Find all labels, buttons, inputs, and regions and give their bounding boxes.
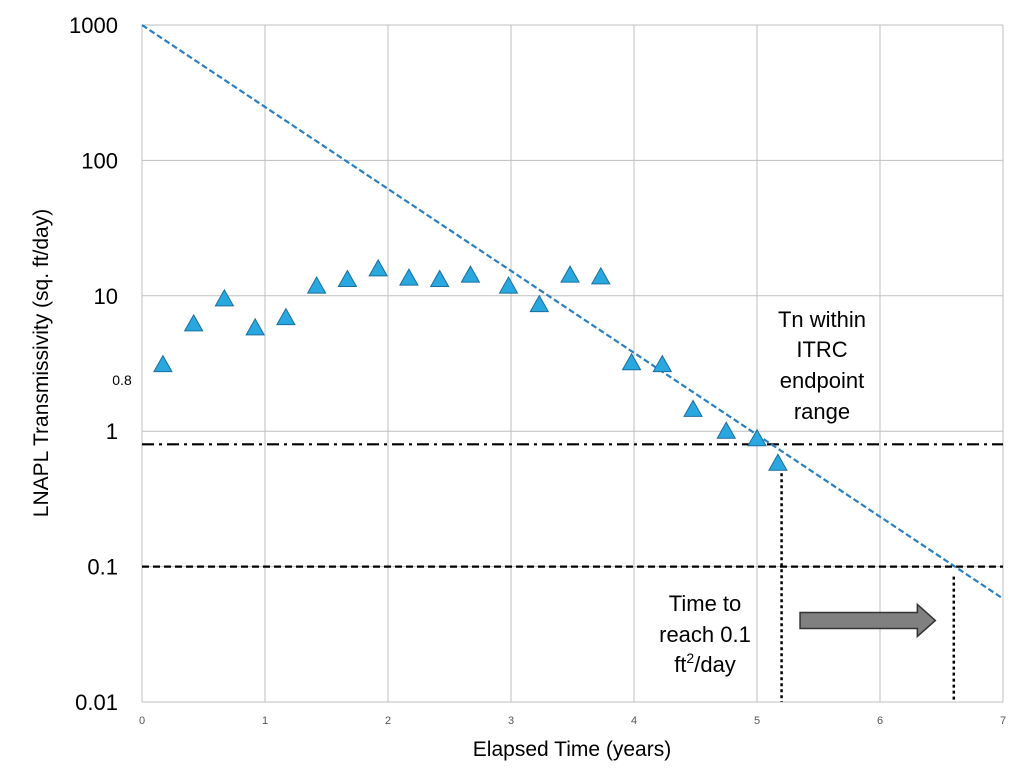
- endpoint-line-1: Tn within: [778, 307, 866, 332]
- y-tick-label-0: 1000: [69, 13, 118, 38]
- data-point-9: [429, 269, 450, 287]
- x-tick-label-6: 6: [877, 715, 883, 727]
- time-line-2: reach 0.1: [659, 622, 751, 647]
- y-axis-title: LNAPL Transmissivity (sq. ft/day): [30, 209, 53, 517]
- data-point-17: [683, 399, 703, 417]
- y-tick-label-2: 10: [94, 284, 118, 309]
- data-point-18: [716, 421, 737, 439]
- time-annotation: Time to reach 0.1 ft2/day: [659, 591, 751, 677]
- data-point-15: [621, 352, 642, 371]
- y-tick-label-4: 0.1: [87, 555, 118, 580]
- data-point-12: [529, 294, 550, 313]
- time-unit-ft: ft: [674, 652, 686, 677]
- x-tick-label-3: 3: [508, 715, 514, 727]
- time-arrow: [799, 602, 937, 639]
- data-point-20: [768, 453, 788, 471]
- data-point-8: [399, 268, 419, 286]
- x-axis-title: Elapsed Time (years): [473, 738, 671, 761]
- data-point-4: [276, 307, 296, 326]
- x-tick-label-5: 5: [754, 715, 760, 727]
- data-point-5: [306, 276, 327, 294]
- x-tick-labels: 0 1 2 3 4 5 6 7: [139, 715, 1006, 727]
- x-tick-label-2: 2: [385, 715, 391, 727]
- left-annotation-0-8: 0.8: [112, 372, 132, 388]
- endpoint-annotation: Tn within ITRC endpoint range: [778, 307, 866, 424]
- data-point-14: [590, 266, 611, 285]
- data-point-11: [498, 276, 519, 294]
- x-tick-label-1: 1: [262, 715, 268, 727]
- endpoint-line-4: range: [794, 399, 850, 424]
- time-unit-day: /day: [694, 652, 736, 677]
- data-point-7: [368, 258, 389, 277]
- y-tick-label-1: 100: [81, 148, 118, 173]
- endpoint-line-3: endpoint: [780, 368, 864, 393]
- data-point-16: [652, 354, 673, 373]
- time-line-1: Time to: [669, 591, 742, 616]
- data-point-19: [747, 428, 767, 447]
- y-tick-label-3: 1: [106, 419, 118, 444]
- x-tick-label-4: 4: [631, 715, 637, 727]
- x-tick-label-7: 7: [1000, 715, 1006, 727]
- data-point-10: [460, 265, 481, 283]
- data-point-2: [214, 288, 235, 307]
- y-tick-label-5: 0.01: [75, 690, 118, 715]
- reference-lines: [142, 443, 1003, 702]
- endpoint-line-2: ITRC: [796, 337, 847, 362]
- data-point-3: [245, 317, 266, 336]
- arrow-group: [799, 602, 937, 639]
- trendline-group: [141, 24, 1004, 600]
- data-point-1: [183, 313, 204, 332]
- plot-area: [142, 25, 1003, 702]
- time-line-3: ft2/day: [674, 650, 736, 677]
- data-points: [153, 258, 788, 471]
- data-point-13: [560, 265, 580, 283]
- x-tick-label-0: 0: [139, 715, 145, 727]
- y-tick-labels: 1000 100 10 1 0.1 0.01: [69, 13, 118, 715]
- trendline: [141, 24, 1004, 600]
- data-point-6: [337, 269, 358, 287]
- time-unit-sup: 2: [686, 650, 694, 666]
- data-point-0: [153, 354, 173, 373]
